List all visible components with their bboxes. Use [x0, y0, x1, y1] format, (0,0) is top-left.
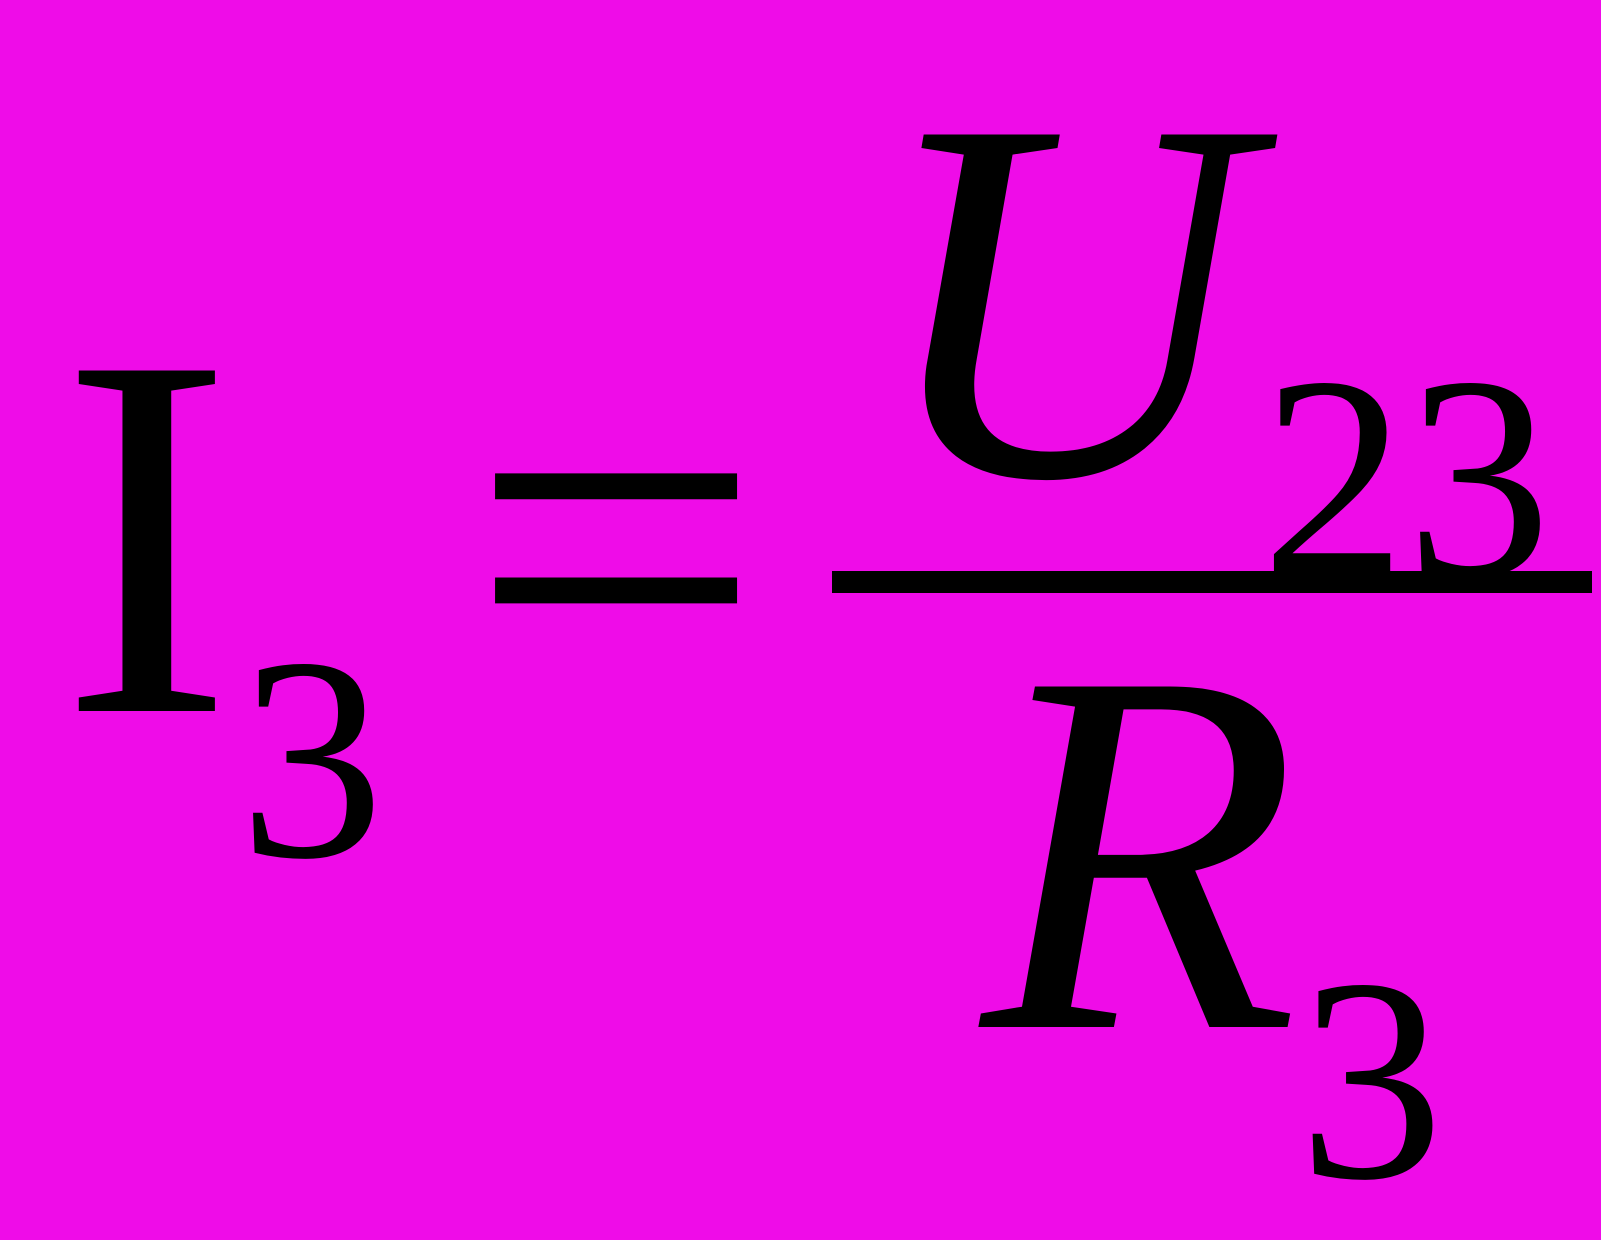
fraction-numerator: U 23	[874, 41, 1552, 561]
numerator-variable: U	[874, 41, 1250, 561]
equals-sign: =	[469, 277, 762, 797]
equation-rhs-fraction: U 23 R 3	[832, 41, 1592, 1113]
lhs-variable: I	[60, 277, 233, 797]
fraction-denominator: R 3	[981, 593, 1444, 1113]
equation-lhs: I 3	[60, 277, 384, 797]
denominator-subscript: 3	[1299, 935, 1444, 1225]
numerator-subscript: 23	[1261, 333, 1551, 623]
denominator-variable: R	[981, 593, 1299, 1113]
equation-container: I 3 = U 23 R 3	[0, 41, 1592, 1113]
lhs-subscript: 3	[239, 614, 384, 904]
